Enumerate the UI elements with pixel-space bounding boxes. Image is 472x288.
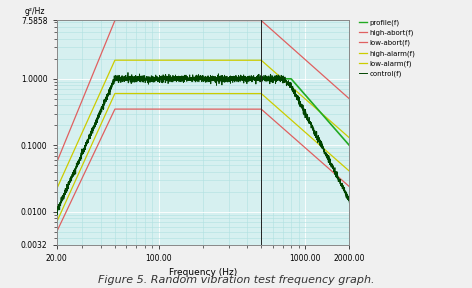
Legend: profile(f), high-abort(f), low-abort(f), high-alarm(f), low-alarm(f), control(f): profile(f), high-abort(f), low-abort(f),… [359, 19, 415, 77]
X-axis label: Frequency (Hz): Frequency (Hz) [169, 268, 237, 277]
Text: g²/Hz: g²/Hz [25, 7, 45, 16]
Text: Figure 5. Random vibration test frequency graph.: Figure 5. Random vibration test frequenc… [98, 275, 374, 285]
